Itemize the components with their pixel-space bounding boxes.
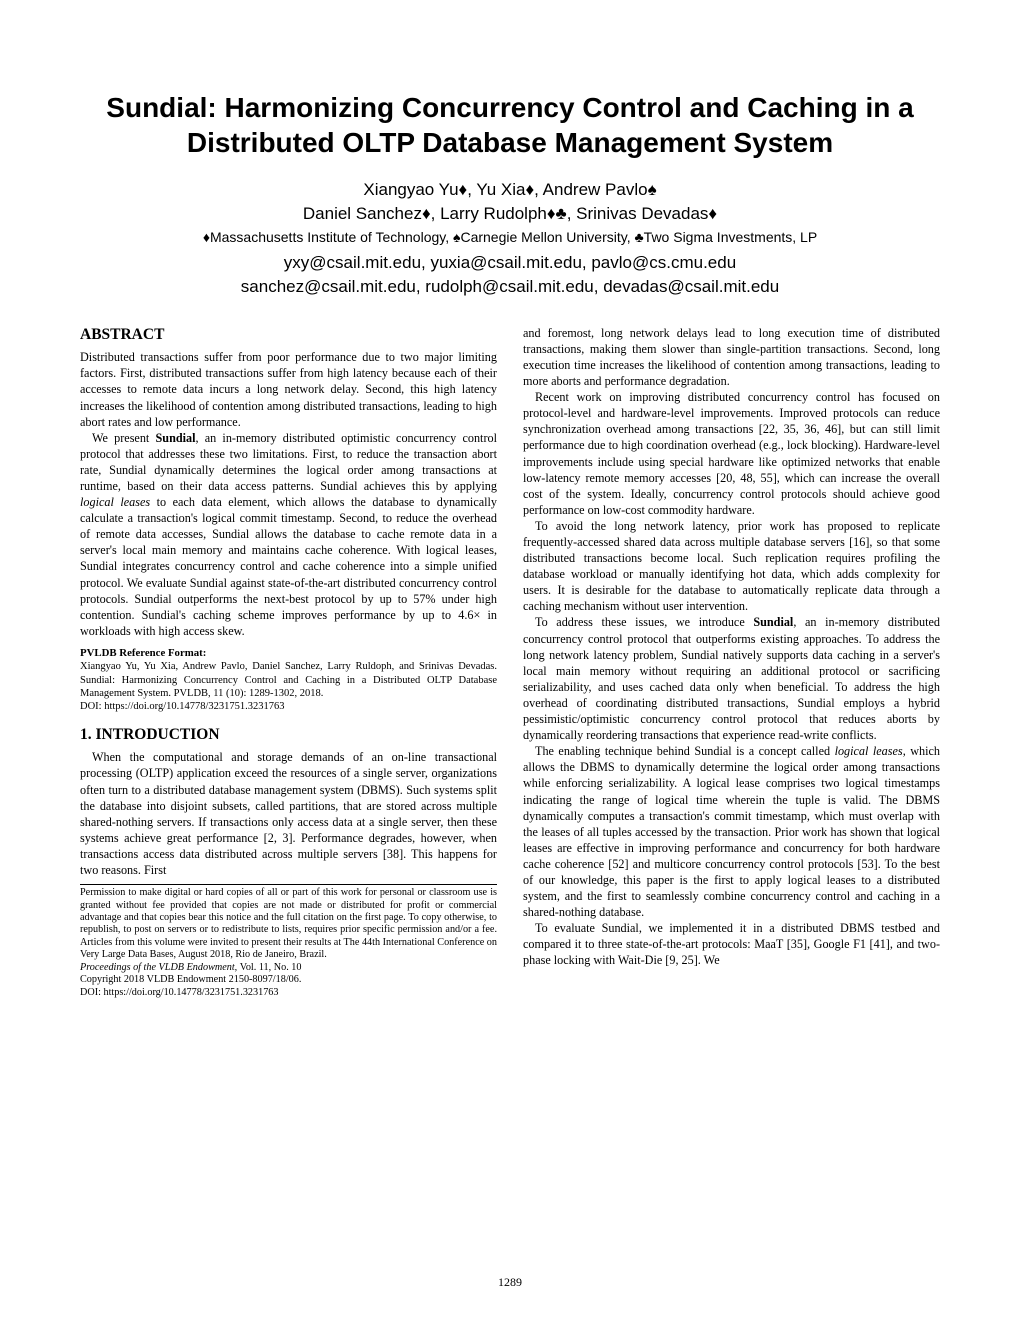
- ref-format-body: Xiangyao Yu, Yu Xia, Andrew Pavlo, Danie…: [80, 660, 497, 699]
- emails-line-1: yxy@csail.mit.edu, yuxia@csail.mit.edu, …: [80, 251, 940, 275]
- paper-page: Sundial: Harmonizing Concurrency Control…: [0, 0, 1020, 1320]
- permission-body: Permission to make digital or hard copie…: [80, 887, 497, 962]
- ref-format-doi: DOI: https://doi.org/10.14778/3231751.32…: [80, 700, 497, 713]
- abstract-para-2: We present Sundial, an in-memory distrib…: [80, 430, 497, 639]
- proceedings-line: Proceedings of the VLDB Endowment, Vol. …: [80, 962, 497, 974]
- right-column: and foremost, long network delays lead t…: [523, 325, 940, 999]
- copyright-doi: DOI: https://doi.org/10.14778/3231751.32…: [80, 987, 497, 999]
- paper-title: Sundial: Harmonizing Concurrency Control…: [80, 90, 940, 160]
- ref-format-heading: PVLDB Reference Format:: [80, 647, 497, 660]
- authors-line-1: Xiangyao Yu♦, Yu Xia♦, Andrew Pavlo♠: [80, 178, 940, 202]
- col2-para-3: To avoid the long network latency, prior…: [523, 518, 940, 615]
- introduction-heading: 1. INTRODUCTION: [80, 725, 497, 745]
- two-column-body: ABSTRACT Distributed transactions suffer…: [80, 325, 940, 999]
- intro-para-1: When the computational and storage deman…: [80, 749, 497, 878]
- permission-block: Permission to make digital or hard copie…: [80, 884, 497, 999]
- abstract-para-1: Distributed transactions suffer from poo…: [80, 349, 497, 429]
- left-column: ABSTRACT Distributed transactions suffer…: [80, 325, 497, 999]
- col2-para-6: To evaluate Sundial, we implemented it i…: [523, 920, 940, 968]
- col2-para-5: The enabling technique behind Sundial is…: [523, 743, 940, 920]
- col2-para-1: and foremost, long network delays lead t…: [523, 325, 940, 389]
- authors-block: Xiangyao Yu♦, Yu Xia♦, Andrew Pavlo♠ Dan…: [80, 178, 940, 299]
- affiliations: ♦Massachusetts Institute of Technology, …: [80, 228, 940, 248]
- pvldb-reference-format: PVLDB Reference Format: Xiangyao Yu, Yu …: [80, 647, 497, 713]
- emails: yxy@csail.mit.edu, yuxia@csail.mit.edu, …: [80, 251, 940, 299]
- authors-line-2: Daniel Sanchez♦, Larry Rudolph♦♣, Sriniv…: [80, 202, 940, 226]
- copyright-line: Copyright 2018 VLDB Endowment 2150-8097/…: [80, 974, 497, 986]
- page-number: 1289: [0, 1275, 1020, 1290]
- col2-para-2: Recent work on improving distributed con…: [523, 389, 940, 518]
- col2-para-4: To address these issues, we introduce Su…: [523, 614, 940, 743]
- abstract-heading: ABSTRACT: [80, 325, 497, 345]
- emails-line-2: sanchez@csail.mit.edu, rudolph@csail.mit…: [80, 275, 940, 299]
